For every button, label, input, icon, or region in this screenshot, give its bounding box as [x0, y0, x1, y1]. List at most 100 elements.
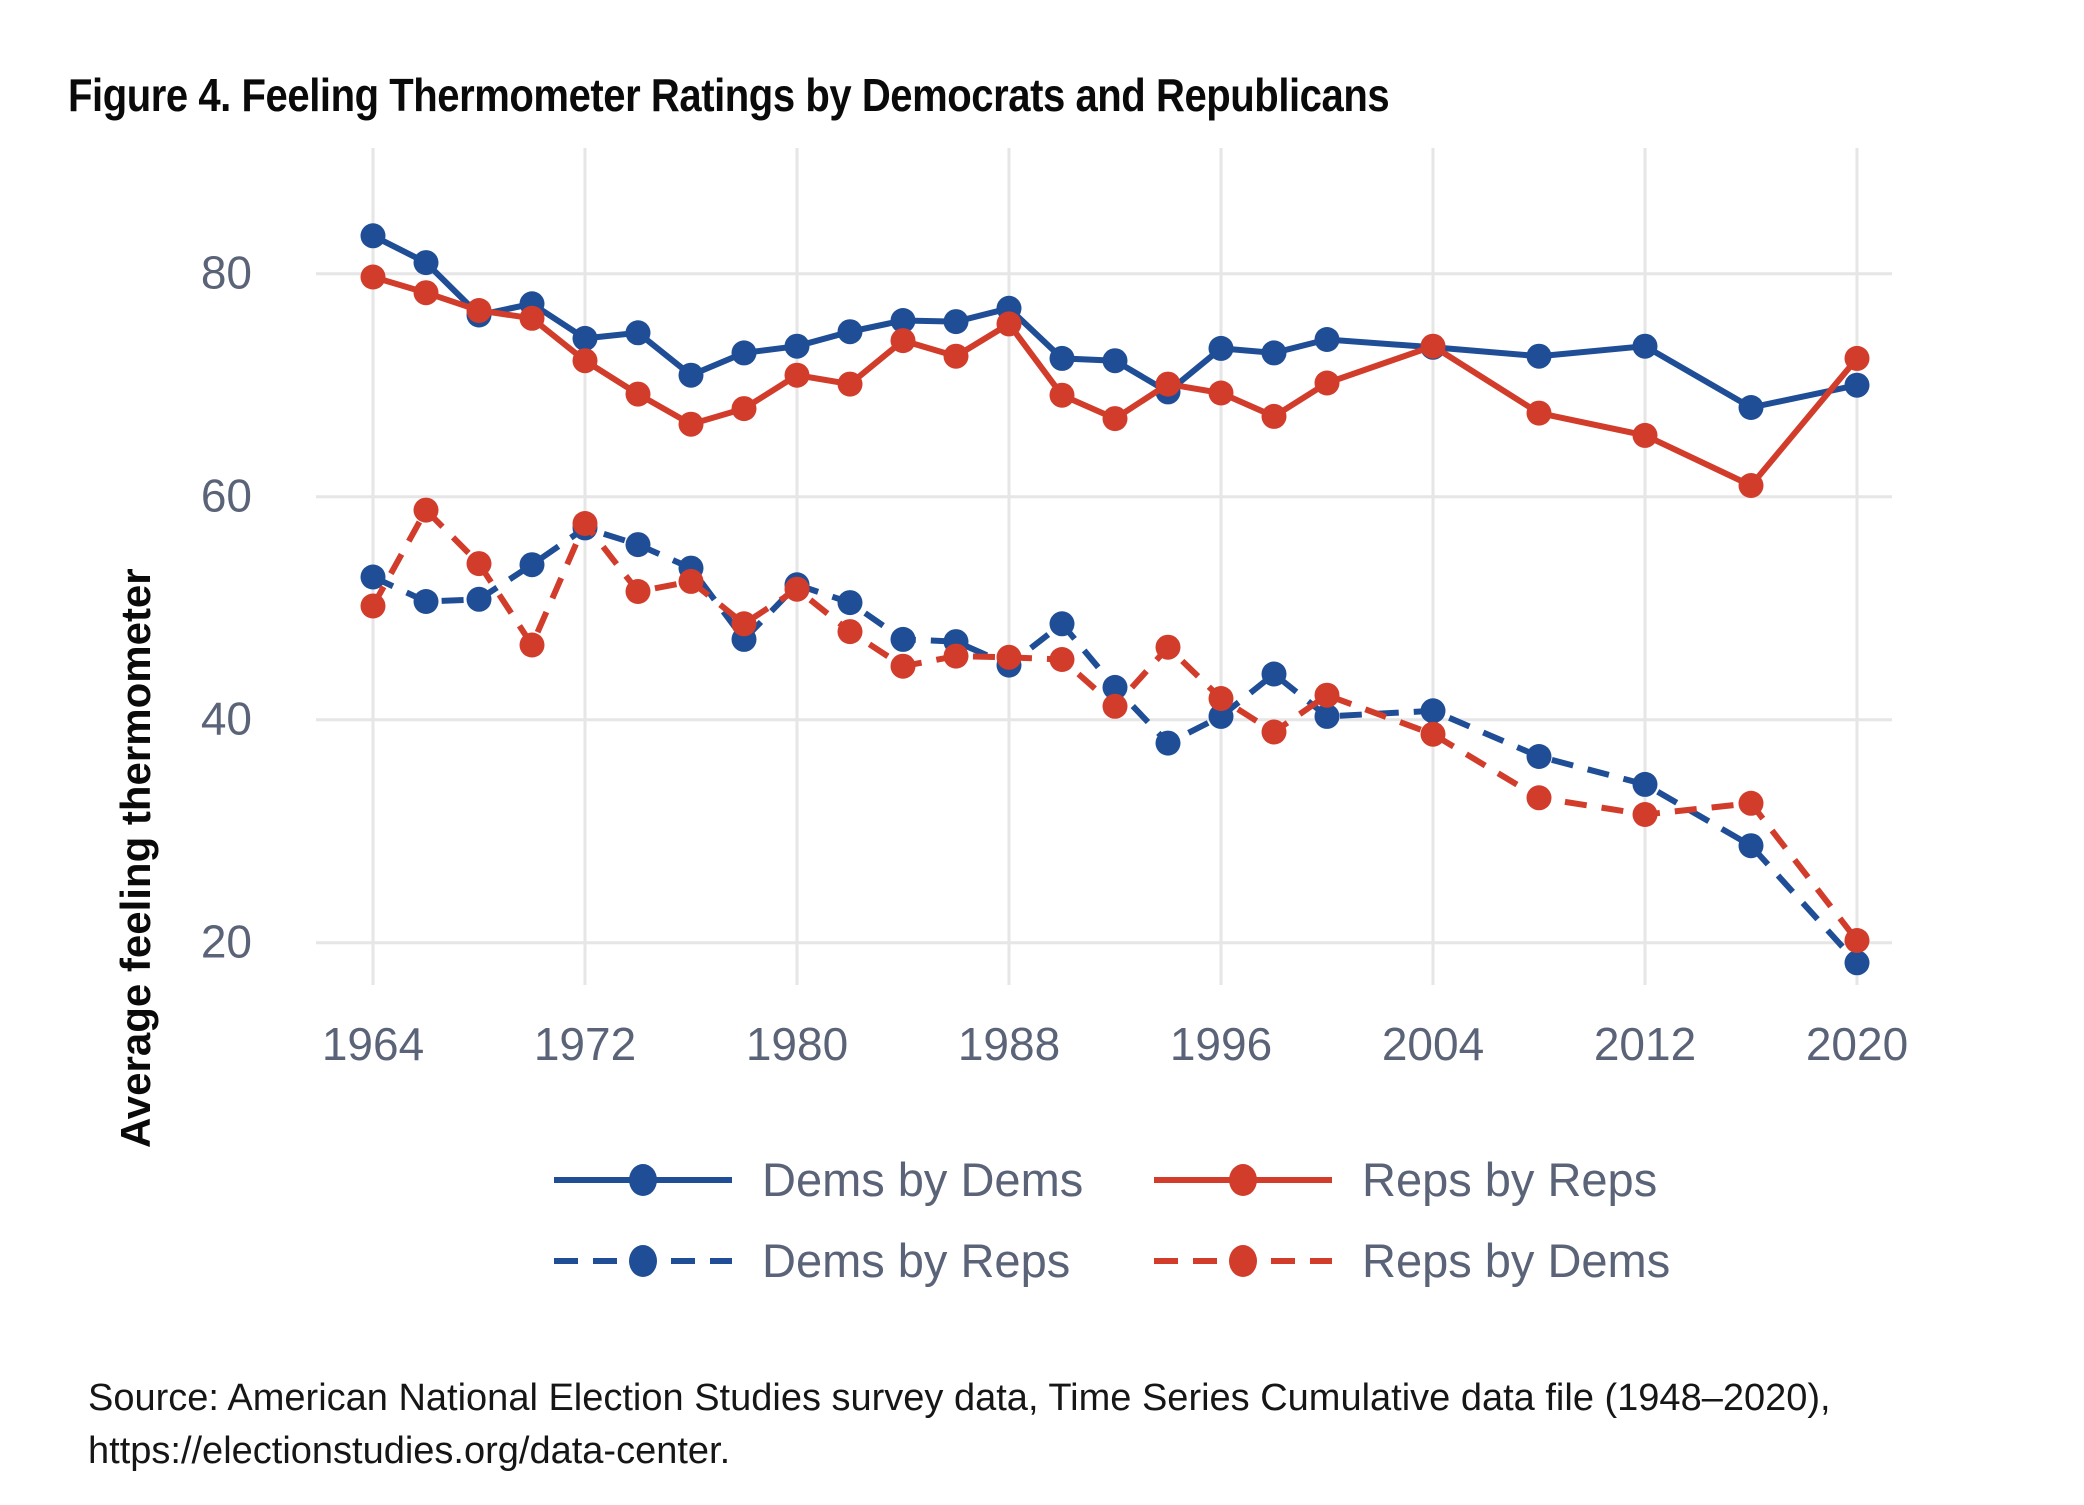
data-point-reps-by-reps-1974	[625, 381, 651, 407]
data-point-dems-by-dems-1984	[890, 308, 916, 333]
data-point-reps-by-reps-1966	[413, 280, 439, 306]
data-point-dems-by-dems-1976	[678, 362, 704, 388]
data-point-dems-by-dems-1982	[837, 319, 863, 345]
data-point-dems-by-reps-1984	[890, 626, 916, 652]
data-point-dems-by-dems-1978	[731, 340, 757, 366]
x-tick-label: 1972	[534, 1018, 636, 1070]
legend-label: Dems by Dems	[762, 1153, 1084, 1206]
x-tick-label: 1988	[958, 1018, 1060, 1070]
y-axis-title: Average feeling thermometer	[112, 568, 159, 1148]
data-point-dems-by-dems-1996	[1208, 335, 1234, 361]
source-line-2: https://electionstudies.org/data-center.	[88, 1430, 731, 1472]
legend: Dems by Dems Reps by Reps Dems by Reps R…	[554, 1152, 1670, 1288]
data-point-reps-by-reps-1982	[837, 371, 863, 397]
source-line-1: Source: American National Election Studi…	[88, 1377, 1831, 1419]
data-point-reps-by-dems-1972	[572, 511, 598, 536]
data-point-dems-by-reps-1966	[413, 589, 439, 614]
data-point-dems-by-reps-1970	[519, 552, 545, 578]
data-point-reps-by-dems-1978	[731, 611, 757, 637]
data-point-dems-by-reps-2000	[1314, 703, 1340, 729]
legend-item-reps-by-reps: Reps by Reps	[1154, 1152, 1670, 1207]
data-point-reps-by-dems-1990	[1049, 647, 1075, 672]
data-point-dems-by-dems-1972	[572, 325, 598, 351]
data-point-reps-by-reps-2008	[1526, 400, 1552, 426]
y-tick-label: 60	[201, 470, 252, 522]
data-point-reps-by-reps-1984	[890, 328, 916, 354]
data-point-reps-by-dems-1980	[784, 576, 810, 602]
data-point-reps-by-reps-2012	[1632, 422, 1658, 448]
data-point-reps-by-reps-1964	[360, 264, 386, 290]
figure-title: Figure 4. Feeling Thermometer Ratings by…	[68, 69, 1390, 121]
data-point-reps-by-dems-1982	[837, 619, 863, 645]
legend-swatch-dems-by-dems	[554, 1163, 732, 1196]
data-point-dems-by-dems-1964	[360, 223, 386, 249]
x-tick-label: 1996	[1170, 1018, 1272, 1070]
data-point-reps-by-reps-2020	[1844, 345, 1870, 371]
data-point-dems-by-reps-1990	[1049, 611, 1075, 637]
data-point-reps-by-reps-1976	[678, 411, 704, 437]
data-point-dems-by-dems-2000	[1314, 327, 1340, 352]
data-point-reps-by-reps-1992	[1102, 406, 1128, 432]
data-point-reps-by-dems-1974	[625, 579, 651, 604]
data-point-reps-by-reps-2000	[1314, 370, 1340, 396]
data-point-dems-by-reps-1974	[625, 532, 651, 558]
data-point-reps-by-dems-1996	[1208, 686, 1234, 711]
data-point-dems-by-dems-1974	[625, 320, 651, 346]
data-point-reps-by-reps-1980	[784, 362, 810, 388]
series-line-reps-by-dems	[370, 505, 1860, 943]
data-point-reps-by-reps-1994	[1155, 371, 1181, 397]
data-point-dems-by-reps-2008	[1526, 744, 1552, 769]
data-point-reps-by-reps-2016	[1738, 473, 1764, 498]
data-point-dems-by-reps-1982	[837, 590, 863, 616]
legend-item-dems-by-dems: Dems by Dems	[554, 1152, 1154, 1207]
x-tick-label: 1980	[746, 1018, 848, 1070]
data-point-reps-by-dems-2016	[1738, 790, 1764, 816]
data-point-reps-by-dems-2020	[1844, 928, 1870, 953]
data-point-reps-by-dems-1986	[943, 643, 969, 669]
data-point-reps-by-reps-1978	[731, 396, 757, 422]
data-point-dems-by-dems-2012	[1632, 333, 1658, 359]
data-point-dems-by-dems-1992	[1102, 348, 1128, 374]
y-tick-label: 40	[201, 693, 252, 745]
legend-item-reps-by-dems: Reps by Dems	[1154, 1233, 1670, 1288]
data-point-reps-by-dems-2012	[1632, 802, 1658, 827]
x-tick-label: 2004	[1382, 1018, 1484, 1070]
data-point-dems-by-dems-1998	[1261, 340, 1287, 366]
data-point-reps-by-reps-1986	[943, 343, 969, 369]
data-point-reps-by-dems-1992	[1102, 693, 1128, 719]
data-point-dems-by-dems-2016	[1738, 395, 1764, 420]
data-point-reps-by-reps-1996	[1208, 380, 1234, 406]
data-point-dems-by-dems-1966	[413, 250, 439, 276]
data-point-reps-by-reps-1990	[1049, 382, 1075, 408]
data-point-dems-by-reps-2016	[1738, 833, 1764, 859]
data-point-reps-by-reps-1972	[572, 348, 598, 374]
data-point-dems-by-dems-2020	[1844, 372, 1870, 398]
data-point-reps-by-reps-2004	[1420, 333, 1446, 359]
legend-swatch-dems-by-reps	[554, 1244, 732, 1277]
legend-label: Reps by Dems	[1362, 1234, 1671, 1287]
legend-label: Dems by Reps	[762, 1234, 1071, 1287]
data-point-reps-by-dems-1984	[890, 653, 916, 679]
legend-swatch-reps-by-reps	[1154, 1163, 1332, 1196]
data-point-dems-by-reps-1992	[1102, 674, 1128, 700]
data-point-reps-by-dems-1968	[466, 551, 492, 577]
data-point-dems-by-reps-1968	[466, 586, 492, 612]
data-point-reps-by-dems-1966	[413, 497, 439, 523]
y-tick-label: 80	[201, 247, 252, 299]
data-point-reps-by-dems-1976	[678, 568, 704, 594]
data-point-reps-by-dems-1964	[360, 593, 386, 619]
data-point-dems-by-reps-1998	[1261, 661, 1287, 687]
y-tick-label: 20	[201, 916, 252, 968]
data-point-dems-by-dems-1986	[943, 309, 969, 335]
series-line-dems-by-reps	[371, 524, 1860, 965]
data-point-reps-by-dems-1970	[519, 632, 545, 658]
source-text: Source: American National Election Studi…	[88, 1372, 1831, 1478]
legend-label: Reps by Reps	[1362, 1153, 1658, 1206]
data-point-dems-by-dems-1980	[784, 333, 810, 359]
legend-item-dems-by-reps: Dems by Reps	[554, 1233, 1154, 1288]
legend-swatch-reps-by-dems	[1154, 1244, 1332, 1277]
data-point-dems-by-reps-1964	[360, 564, 386, 590]
x-tick-label: 2020	[1806, 1018, 1908, 1070]
data-point-reps-by-dems-2008	[1526, 785, 1552, 811]
data-point-dems-by-reps-1996	[1208, 703, 1234, 729]
